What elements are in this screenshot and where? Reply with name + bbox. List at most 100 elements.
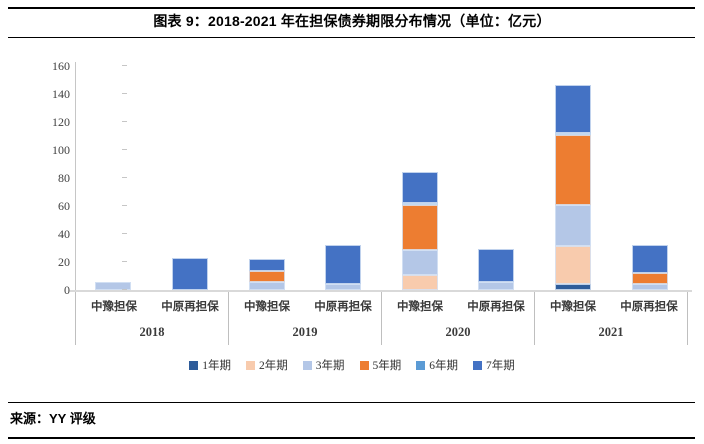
x-axis-labels: 中豫担保 中原再担保 2018 中豫担保 中原再担保 2019 中豫担保 中原再担保 2020 中… [75,292,688,345]
stacked-bar-2018-中原再担保 [171,257,208,290]
top-rule [8,7,695,9]
bar-slot [458,60,535,290]
x-group-2020: 中豫担保 中原再担保 2020 [382,292,535,345]
bar-slot [152,60,229,290]
y-tick-mark [122,233,127,234]
x-group-2019: 中豫担保 中原再担保 2019 [229,292,382,345]
y-tick-mark [122,149,127,150]
bar-segment-5年期 [248,271,285,282]
year-label: 2018 [139,324,165,339]
legend-swatch-icon [302,360,312,370]
legend-item-5年期: 5年期 [359,357,402,373]
legend-swatch-icon [246,360,255,370]
legend-item-1年期: 1年期 [189,357,231,373]
legend-label: 5年期 [372,360,402,372]
y-tick-mark [122,93,127,94]
bar-segment-3年期 [555,205,592,246]
bar-slot [535,60,612,290]
x-axis-line [70,290,692,292]
legend-swatch-icon [359,360,369,370]
company-label: 中豫担保 [244,300,290,313]
bar-segment-7年期 [325,244,362,285]
bar-segment-2年期 [401,274,438,290]
x-group-2018: 中豫担保 中原再担保 2018 [75,292,229,345]
legend-label: 6年期 [429,360,458,372]
y-tick-label: 120 [52,115,70,129]
stacked-bar-2018-中豫担保 [95,281,132,290]
y-tick-label: 100 [52,143,70,157]
stacked-bar-2019-中豫担保 [248,258,285,290]
bar-segment-7年期 [631,245,668,273]
bar-segment-7年期 [555,84,592,133]
bar-slot [305,60,382,290]
bar-group-2018 [75,60,228,290]
bar-slot [75,60,152,290]
x-group-2021: 中豫担保 中原再担保 2021 [535,292,688,345]
company-label: 中原再担保 [314,300,372,313]
legend-swatch-icon [473,360,482,370]
company-label-row: 中豫担保 中原再担保 [76,292,228,319]
y-tick-mark [122,261,127,262]
company-label-row: 中豫担保 中原再担保 [382,292,534,319]
bar-groups [75,60,688,290]
company-label: 中豫担保 [91,300,137,313]
company-label: 中原再担保 [620,300,678,313]
y-axis-line [75,62,76,291]
title-divider-rule [8,37,695,38]
bar-group-2019 [228,60,381,290]
company-label: 中豫担保 [550,300,596,313]
legend-item-6年期: 6年期 [416,357,458,373]
legend-item-7年期: 7年期 [473,357,515,373]
source-text: 来源：YY 评级 [10,411,96,426]
bar-segment-7年期 [401,171,438,203]
y-tick-mark [122,205,127,206]
y-tick-label: 60 [58,199,70,213]
bar-segment-1年期 [555,283,592,290]
y-tick-mark [122,121,127,122]
y-tick-label: 0 [64,283,70,297]
bar-segment-3年期 [248,281,285,290]
y-tick-label: 40 [58,227,70,241]
y-tick-label: 80 [58,171,70,185]
bar-segment-5年期 [401,205,438,251]
bar-slot [228,60,305,290]
bar-segment-6年期 [401,202,438,206]
legend-swatch-icon [189,360,199,370]
bar-segment-3年期 [325,284,362,290]
bar-segment-3年期 [401,250,438,275]
stacked-bar-2020-中原再担保 [478,249,515,290]
bottom-rule [8,437,695,439]
figure-title: 图表 9：2018-2021 年在担保债券期限分布情况（单位：亿元） [153,13,551,29]
legend-item-3年期: 3年期 [302,357,345,373]
company-label: 中原再担保 [467,300,525,313]
bar-segment-2年期 [555,245,592,284]
y-axis-labels: 0 20 40 60 80 100 120 140 160 [28,60,70,296]
company-label-row: 中豫担保 中原再担保 [229,292,381,319]
chart-plot-area [75,60,688,290]
source-divider-rule [8,402,695,403]
y-tick-mark [122,289,127,290]
bar-segment-5年期 [631,272,668,285]
bar-segment-5年期 [555,135,592,206]
bar-group-2021 [535,60,688,290]
company-label: 中原再担保 [161,300,219,313]
stacked-bar-2021-中原再担保 [631,245,668,290]
bar-slot [382,60,459,290]
year-label: 2020 [445,324,471,339]
y-tick-label: 20 [58,255,70,269]
bar-segment-7年期 [171,257,208,290]
y-tick-label: 140 [52,87,70,101]
bar-segment-3年期 [478,281,515,290]
legend-label: 1年期 [202,360,231,372]
stacked-bar-2021-中豫担保 [555,84,592,290]
year-label: 2019 [292,324,318,339]
bar-segment-3年期 [631,284,668,290]
legend-label: 2年期 [259,360,288,372]
y-tick-mark [122,65,127,66]
company-label-row: 中豫担保 中原再担保 [535,292,687,319]
stacked-bar-2020-中豫担保 [401,171,438,290]
stacked-bar-2019-中原再担保 [325,244,362,290]
year-label: 2021 [598,324,624,339]
y-tick-mark [122,177,127,178]
